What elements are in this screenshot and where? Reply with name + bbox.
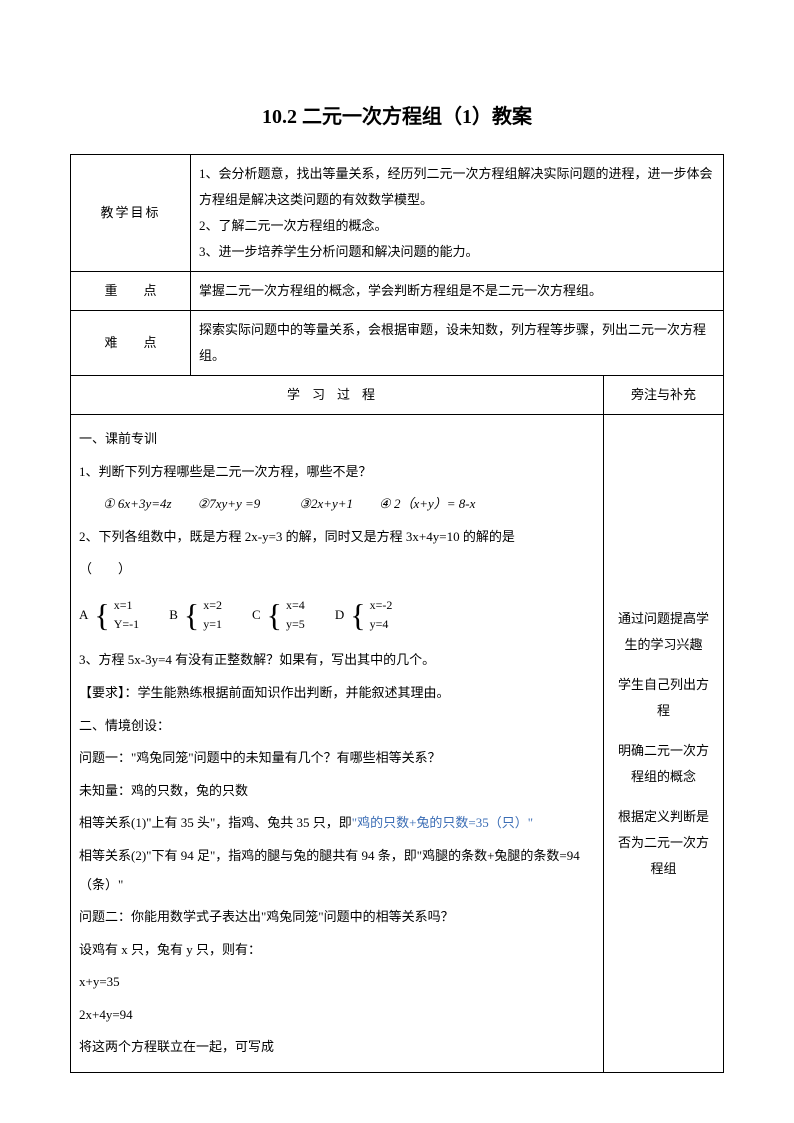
lesson-plan-table: 教学目标 1、会分析题意，找出等量关系，经历列二元一次方程组解决实际问题的进程，… bbox=[70, 154, 724, 1073]
option-d-v1: x=-2 bbox=[370, 596, 393, 615]
row-difficulty: 难 点 探索实际问题中的等量关系，会根据审题，设未知数，列方程等步骤，列出二元一… bbox=[71, 311, 724, 376]
page-title: 10.2 二元一次方程组（1）教案 bbox=[70, 100, 724, 129]
obj-line2: 2、了解二元一次方程组的概念。 bbox=[199, 213, 715, 239]
option-b-v2: y=1 bbox=[203, 615, 222, 634]
row-process-header: 学习过程 旁注与补充 bbox=[71, 376, 724, 415]
option-c-v1: x=4 bbox=[286, 596, 305, 615]
q3-text: 3、方程 5x-3y=4 有没有正整数解？如果有，写出其中的几个。 bbox=[79, 646, 595, 675]
label-notes: 旁注与补充 bbox=[603, 376, 723, 415]
q1-text: 1、判断下列方程哪些是二元一次方程，哪些不是？ bbox=[79, 458, 595, 487]
unknowns-text: 未知量：鸡的只数，兔的只数 bbox=[79, 777, 595, 806]
brace-icon: { bbox=[94, 599, 109, 631]
option-b-label: B bbox=[169, 602, 178, 628]
label-focus: 重 点 bbox=[71, 272, 191, 311]
option-d-label: D bbox=[335, 602, 344, 628]
setup-text: 设鸡有 x 只，兔有 y 只，则有： bbox=[79, 936, 595, 965]
option-c: C { x=4 y=5 bbox=[252, 596, 305, 634]
section-scenario: 二、情境创设： bbox=[79, 712, 595, 741]
content-difficulty: 探索实际问题中的等量关系，会根据审题，设未知数，列方程等步骤，列出二元一次方程组… bbox=[191, 311, 724, 376]
label-objectives: 教学目标 bbox=[71, 155, 191, 272]
note1: 通过问题提高学生的学习兴趣 bbox=[612, 606, 715, 658]
obj-line3: 3、进一步培养学生分析问题和解决问题的能力。 bbox=[199, 239, 715, 265]
content-focus: 掌握二元一次方程组的概念，学会判断方程组是不是二元一次方程组。 bbox=[191, 272, 724, 311]
equation1: x+y=35 bbox=[79, 968, 595, 997]
eq-inline: ① 6x+3y=4z ②7xy+y =9 ③2x+y+1 ④ 2（x+y）= 8… bbox=[103, 496, 475, 511]
option-b: B { x=2 y=1 bbox=[169, 596, 222, 634]
relation1-text: 相等关系(1)"上有 35 头"，指鸡、兔共 35 只，即"鸡的只数+兔的只数=… bbox=[79, 809, 595, 838]
combine-text: 将这两个方程联立在一起，可写成 bbox=[79, 1033, 595, 1062]
option-b-v1: x=2 bbox=[203, 596, 222, 615]
note2: 学生自己列出方程 bbox=[612, 672, 715, 724]
rel1-a: 相等关系(1)"上有 35 头"，指鸡、兔共 35 只，即 bbox=[79, 815, 352, 830]
row-objectives: 教学目标 1、会分析题意，找出等量关系，经历列二元一次方程组解决实际问题的进程，… bbox=[71, 155, 724, 272]
option-a-v2: Y=-1 bbox=[114, 615, 139, 634]
section-pretrain: 一、课前专训 bbox=[79, 425, 595, 454]
option-c-label: C bbox=[252, 602, 261, 628]
q2-text-a: 2、下列各组数中，既是方程 2x-y=3 的解，同时又是方程 3x+4y=10 … bbox=[79, 523, 595, 552]
q1-equations: ① 6x+3y=4z ②7xy+y =9 ③2x+y+1 ④ 2（x+y）= 8… bbox=[79, 490, 595, 519]
q2-text-b: （ ） bbox=[79, 555, 595, 584]
option-d: D { x=-2 y=4 bbox=[335, 596, 393, 634]
equation2: 2x+4y=94 bbox=[79, 1001, 595, 1030]
note3: 明确二元一次方程组的概念 bbox=[612, 738, 715, 790]
option-a: A { x=1 Y=-1 bbox=[79, 596, 139, 634]
problem1-text: 问题一："鸡兔同笼"问题中的未知量有几个？有哪些相等关系？ bbox=[79, 744, 595, 773]
option-a-v1: x=1 bbox=[114, 596, 139, 615]
obj-line1: 1、会分析题意，找出等量关系，经历列二元一次方程组解决实际问题的进程，进一步体会… bbox=[199, 161, 715, 213]
brace-icon: { bbox=[350, 599, 365, 631]
q2-options: A { x=1 Y=-1 B { x=2 bbox=[79, 596, 595, 634]
brace-icon: { bbox=[184, 599, 199, 631]
brace-icon: { bbox=[267, 599, 282, 631]
side-notes: 通过问题提高学生的学习兴趣 学生自己列出方程 明确二元一次方程组的概念 根据定义… bbox=[603, 415, 723, 1073]
label-process: 学习过程 bbox=[71, 376, 604, 415]
row-content: 一、课前专训 1、判断下列方程哪些是二元一次方程，哪些不是？ ① 6x+3y=4… bbox=[71, 415, 724, 1073]
label-difficulty: 难 点 bbox=[71, 311, 191, 376]
option-d-v2: y=4 bbox=[370, 615, 393, 634]
rel1-b: "鸡的只数+兔的只数=35（只）" bbox=[352, 815, 533, 830]
option-a-label: A bbox=[79, 602, 88, 628]
row-focus: 重 点 掌握二元一次方程组的概念，学会判断方程组是不是二元一次方程组。 bbox=[71, 272, 724, 311]
note4: 根据定义判断是否为二元一次方程组 bbox=[612, 804, 715, 882]
requirement-text: 【要求】：学生能熟练根据前面知识作出判断，并能叙述其理由。 bbox=[79, 679, 595, 708]
option-c-v2: y=5 bbox=[286, 615, 305, 634]
relation2-text: 相等关系(2)"下有 94 足"，指鸡的腿与兔的腿共有 94 条，即"鸡腿的条数… bbox=[79, 842, 595, 899]
content-objectives: 1、会分析题意，找出等量关系，经历列二元一次方程组解决实际问题的进程，进一步体会… bbox=[191, 155, 724, 272]
problem2-text: 问题二：你能用数学式子表达出"鸡兔同笼"问题中的相等关系吗？ bbox=[79, 903, 595, 932]
learning-process-content: 一、课前专训 1、判断下列方程哪些是二元一次方程，哪些不是？ ① 6x+3y=4… bbox=[71, 415, 604, 1073]
